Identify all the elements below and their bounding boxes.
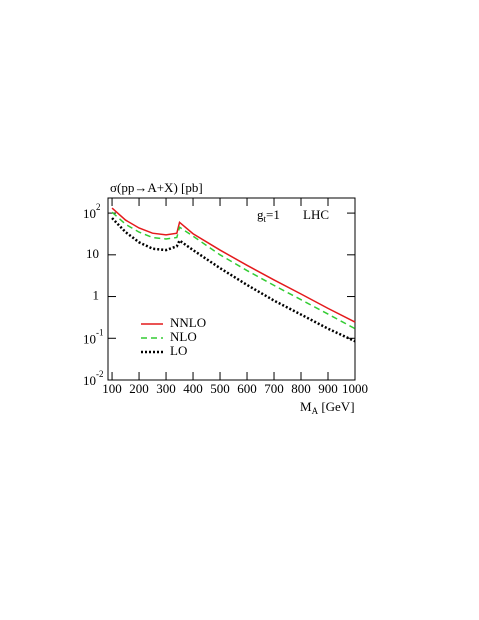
x-tick-label: 100 bbox=[102, 381, 122, 396]
series-line bbox=[111, 211, 356, 330]
annotation-text: g bbox=[257, 207, 264, 222]
annotation: gt=1 bbox=[257, 207, 280, 224]
y-tick-label: 10 bbox=[86, 246, 99, 261]
y-tick-label-exp: -2 bbox=[96, 369, 104, 379]
series-line bbox=[111, 217, 356, 343]
y-tick-label: 10-2 bbox=[83, 369, 104, 388]
y-tick-label-exp: 2 bbox=[96, 202, 101, 212]
x-tick-label: 700 bbox=[264, 381, 284, 396]
x-tick-label: 900 bbox=[318, 381, 338, 396]
x-tick-label: 800 bbox=[291, 381, 311, 396]
plot-frame bbox=[107, 197, 356, 381]
y-tick-label-exp: -1 bbox=[96, 327, 104, 337]
x-tick-label: 500 bbox=[210, 381, 230, 396]
x-tick-label: 400 bbox=[183, 381, 203, 396]
annotation-sub: t bbox=[264, 214, 267, 224]
legend-label: NNLO bbox=[170, 315, 206, 330]
x-axis-label-rest: [GeV] bbox=[318, 399, 354, 414]
y-tick-label: 102 bbox=[83, 202, 101, 221]
x-tick-label: 1000 bbox=[342, 381, 368, 396]
legend-label: LO bbox=[170, 343, 187, 358]
y-tick-label-base: 10 bbox=[83, 331, 96, 346]
x-axis-label-sub: A bbox=[312, 406, 319, 416]
x-axis-label-text: M bbox=[300, 399, 312, 414]
x-tick-label: 200 bbox=[129, 381, 149, 396]
annotation-rest: =1 bbox=[266, 207, 280, 222]
legend-label: NLO bbox=[170, 329, 197, 344]
chart-title: σ(pp→A+X) [pb] bbox=[110, 180, 203, 195]
y-tick-label-base: 10 bbox=[83, 373, 96, 388]
series-line bbox=[111, 207, 356, 323]
y-tick-label-base: 10 bbox=[83, 206, 96, 221]
x-axis-label: MA [GeV] bbox=[300, 399, 355, 416]
y-tick-label: 1 bbox=[93, 288, 100, 303]
y-tick-label: 10-1 bbox=[83, 327, 104, 346]
x-tick-label: 600 bbox=[237, 381, 257, 396]
x-tick-label: 300 bbox=[156, 381, 176, 396]
annotation: LHC bbox=[303, 207, 329, 222]
